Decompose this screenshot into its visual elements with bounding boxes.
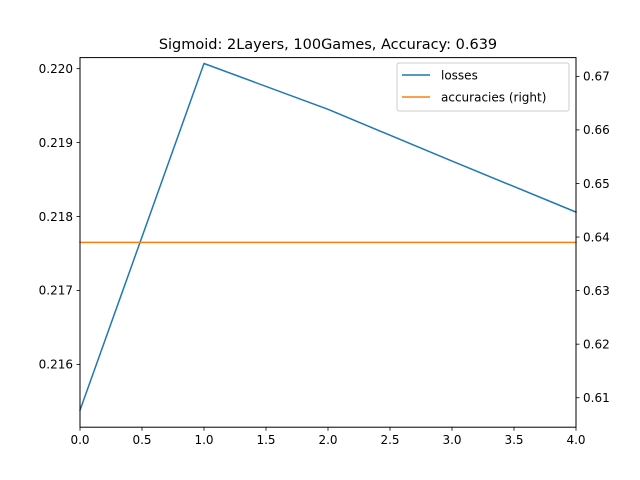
x-tick-label: 3.0	[442, 433, 461, 447]
x-tick-label: 2.0	[318, 433, 337, 447]
x-tick-label: 0.0	[70, 433, 89, 447]
x-tick-label: 1.5	[256, 433, 275, 447]
y-left-tick-label: 0.220	[39, 62, 73, 76]
x-tick-label: 1.0	[194, 433, 213, 447]
y-left-tick-label: 0.218	[39, 210, 73, 224]
y-left-tick-label: 0.217	[39, 284, 73, 298]
x-tick-label: 2.5	[380, 433, 399, 447]
y-right-tick-label: 0.64	[583, 230, 610, 244]
y-left-tick-label: 0.216	[39, 358, 73, 372]
x-tick-label: 4.0	[566, 433, 585, 447]
y-axis-right: 0.61 0.62 0.63 0.64 0.65 0.66 0.67	[576, 70, 610, 405]
chart-title: Sigmoid: 2Layers, 100Games, Accuracy: 0.…	[159, 37, 497, 53]
y-right-tick-label: 0.66	[583, 123, 610, 137]
y-right-tick-label: 0.65	[583, 177, 610, 191]
y-right-tick-label: 0.62	[583, 337, 610, 351]
x-tick-label: 3.5	[504, 433, 523, 447]
x-axis: 0.0 0.5 1.0 1.5 2.0 2.5 3.0 3.5 4.0	[70, 427, 586, 447]
legend: losses accuracies (right)	[396, 62, 570, 112]
legend-label: accuracies (right)	[441, 90, 546, 104]
y-left-tick-label: 0.219	[39, 136, 73, 150]
y-right-tick-label: 0.63	[583, 284, 610, 298]
x-tick-label: 0.5	[132, 433, 151, 447]
legend-box	[396, 62, 570, 112]
legend-label: losses	[441, 68, 478, 82]
y-right-tick-label: 0.67	[583, 70, 610, 84]
y-axis-left: 0.216 0.217 0.218 0.219 0.220	[39, 62, 80, 372]
y-right-tick-label: 0.61	[583, 391, 610, 405]
series-line-0	[79, 62, 577, 412]
plot-area	[79, 62, 577, 412]
